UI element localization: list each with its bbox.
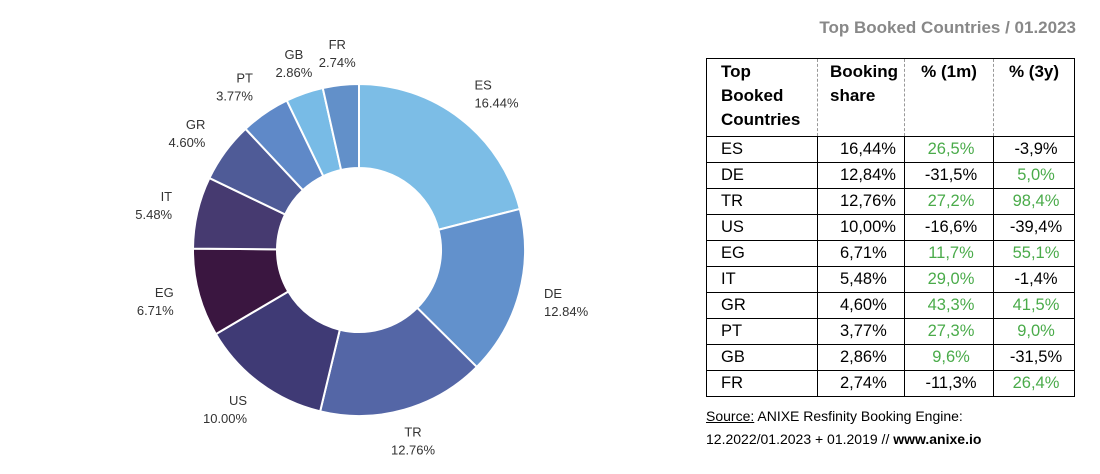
change-1m-cell: -16,6% [904,214,994,241]
table-row: EG 6,71% 11,7% 55,1% [706,240,1075,267]
share-cell: 12,76% [817,188,905,215]
change-1m-cell: -31,5% [904,162,994,189]
slice-label-eg: EG [155,285,174,300]
change-1m-cell: 27,2% [904,188,994,215]
slice-label-de: DE [544,286,562,301]
country-cell: IT [706,266,818,293]
change-1m-cell: 29,0% [904,266,994,293]
country-cell: PT [706,318,818,345]
share-cell: 3,77% [817,318,905,345]
slice-label-es: ES [474,78,492,93]
change-3y-cell: 55,1% [993,240,1075,267]
slice-value-es: 16.44% [474,96,519,111]
header-1m: % (1m) [904,58,994,137]
share-cell: 10,00% [817,214,905,241]
share-cell: 5,48% [817,266,905,293]
source-note: Source: ANIXE Resfinity Booking Engine: … [706,405,1096,451]
table-title: Top Booked Countries / 01.2023 [819,18,1076,37]
table-row: GR 4,60% 43,3% 41,5% [706,292,1075,319]
share-cell: 2,74% [817,370,905,397]
header-country: Top Booked Countries [706,58,818,137]
slice-label-gr: GR [186,117,206,132]
change-1m-cell: 27,3% [904,318,994,345]
slice-label-tr: TR [404,424,421,439]
country-cell: FR [706,370,818,397]
table-row: ES 16,44% 26,5% -3,9% [706,136,1075,163]
slice-label-pt: PT [236,71,253,86]
country-cell: GR [706,292,818,319]
change-3y-cell: 9,0% [993,318,1075,345]
slice-label-fr: FR [329,37,346,52]
table-row: PT 3,77% 27,3% 9,0% [706,318,1075,345]
share-cell: 12,84% [817,162,905,189]
slice-value-us: 10.00% [203,411,248,426]
header-share: Booking share [817,58,905,137]
slice-fr [321,82,360,172]
country-cell: ES [706,136,818,163]
slice-value-eg: 6.71% [137,303,174,318]
table-row: FR 2,74% -11,3% 26,4% [706,370,1075,397]
change-1m-cell: 11,7% [904,240,994,267]
change-3y-cell: 98,4% [993,188,1075,215]
slice-value-de: 12.84% [544,304,589,319]
source-site: www.anixe.io [893,431,982,447]
slice-label-it: IT [161,189,173,204]
header-3y: % (3y) [993,58,1075,137]
change-3y-cell: 26,4% [993,370,1075,397]
slice-label-gb: GB [284,47,303,62]
country-cell: US [706,214,818,241]
change-1m-cell: 43,3% [904,292,994,319]
change-3y-cell: -1,4% [993,266,1075,293]
table-row: GB 2,86% 9,6% -31,5% [706,344,1075,371]
country-cell: GB [706,344,818,371]
source-label: Source: [706,408,755,424]
slice-label-us: US [229,393,247,408]
country-table: Top Booked Countries Booking share % (1m… [706,58,1075,397]
change-3y-cell: 5,0% [993,162,1075,189]
share-cell: 4,60% [817,292,905,319]
table-row: IT 5,48% 29,0% -1,4% [706,266,1075,293]
slice-value-gb: 2.86% [275,65,312,80]
country-cell: EG [706,240,818,267]
table-row: TR 12,76% 27,2% 98,4% [706,188,1075,215]
source-text: ANIXE Resfinity Booking Engine: [757,408,963,424]
slice-value-it: 5.48% [135,207,172,222]
change-1m-cell: 26,5% [904,136,994,163]
slice-es [358,82,522,231]
change-3y-cell: -39,4% [993,214,1075,241]
change-3y-cell: -3,9% [993,136,1075,163]
slice-value-fr: 2.74% [319,55,356,70]
change-1m-cell: -11,3% [904,370,994,397]
share-cell: 2,86% [817,344,905,371]
donut-chart: ES 16.44% DE 12.84% TR 12.76% US 10.00% EG 6.71% I… [135,37,589,457]
country-cell: TR [706,188,818,215]
table-header-row: Top Booked Countries Booking share % (1m… [706,58,1075,137]
source-period: 12.2022/01.2023 + 01.2019 // [706,431,894,447]
country-cell: DE [706,162,818,189]
slice-value-pt: 3.77% [216,89,253,104]
change-3y-cell: -31,5% [993,344,1075,371]
slice-value-tr: 12.76% [391,442,436,457]
share-cell: 16,44% [817,136,905,163]
table-row: US 10,00% -16,6% -39,4% [706,214,1075,241]
table-row: DE 12,84% -31,5% 5,0% [706,162,1075,189]
change-1m-cell: 9,6% [904,344,994,371]
slice-value-gr: 4.60% [169,135,206,150]
share-cell: 6,71% [817,240,905,267]
change-3y-cell: 41,5% [993,292,1075,319]
